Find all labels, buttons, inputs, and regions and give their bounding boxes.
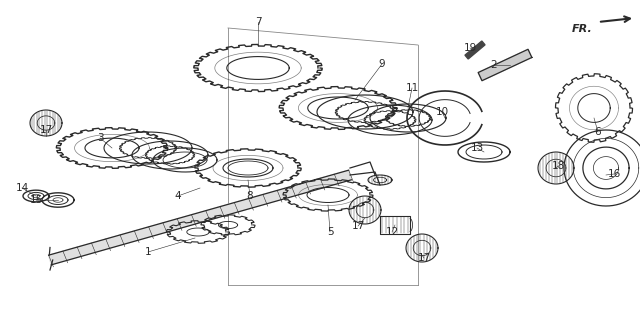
Text: 4: 4: [175, 191, 181, 201]
Text: 1: 1: [145, 247, 151, 257]
Text: 9: 9: [379, 59, 385, 69]
Text: 14: 14: [15, 183, 29, 193]
Text: 19: 19: [463, 43, 477, 53]
Text: 10: 10: [435, 107, 449, 117]
Text: 15: 15: [29, 195, 43, 205]
Text: 13: 13: [470, 143, 484, 153]
Polygon shape: [49, 170, 351, 265]
Text: 17: 17: [351, 221, 365, 231]
Text: 12: 12: [385, 227, 399, 237]
Polygon shape: [465, 41, 485, 59]
Text: 6: 6: [595, 127, 602, 137]
Text: 2: 2: [491, 60, 497, 70]
Text: 16: 16: [607, 169, 621, 179]
Text: 3: 3: [97, 133, 103, 143]
Text: 17: 17: [40, 125, 52, 135]
Text: 17: 17: [417, 253, 431, 263]
Text: 5: 5: [326, 227, 333, 237]
Polygon shape: [478, 49, 532, 81]
Text: 11: 11: [405, 83, 419, 93]
Text: 18: 18: [552, 161, 564, 171]
Text: 8: 8: [246, 191, 253, 201]
Text: 7: 7: [255, 17, 261, 27]
Text: FR.: FR.: [572, 24, 593, 34]
